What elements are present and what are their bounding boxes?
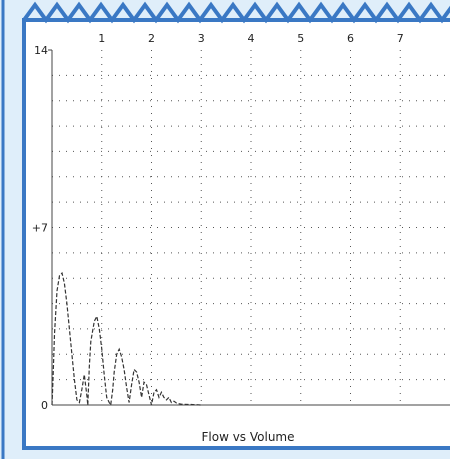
axes (48, 49, 450, 406)
x-tick-label: 6 (347, 32, 354, 45)
x-tick-label: 7 (397, 32, 404, 45)
x-tick-label: 5 (297, 32, 304, 45)
panel-background (22, 18, 450, 450)
series-line (51, 271, 202, 407)
series-group (51, 271, 202, 407)
zigzag-top-border (22, 1, 450, 24)
x-axis-label: Flow vs Volume (201, 430, 294, 444)
y-tick-label: +7 (32, 222, 48, 235)
x-tick-label: 2 (148, 32, 155, 45)
x-tick-labels: 1 2 3 4 5 6 7 (98, 32, 404, 45)
x-tick-label: 1 (98, 32, 105, 45)
y-tick-labels: 0 +7 14 (32, 44, 48, 412)
x-tick-label: 3 (198, 32, 205, 45)
x-tick-label: 4 (248, 32, 255, 45)
y-tick-label: 14 (34, 44, 48, 57)
y-tick-label: 0 (41, 399, 48, 412)
